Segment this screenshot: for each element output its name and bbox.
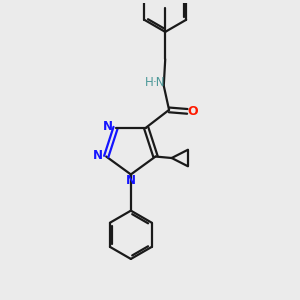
Text: O: O: [187, 105, 198, 118]
Text: H: H: [145, 76, 153, 89]
Text: N: N: [126, 174, 136, 188]
Text: ·N: ·N: [153, 76, 166, 89]
Text: N: N: [93, 149, 103, 162]
Text: N: N: [103, 121, 113, 134]
